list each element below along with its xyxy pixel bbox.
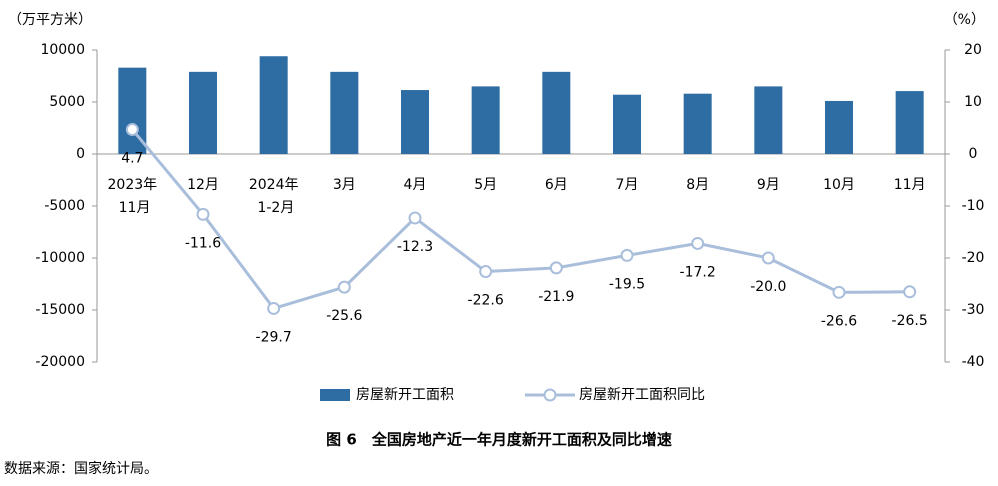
bar: [542, 71, 571, 154]
legend-swatch: [320, 389, 350, 401]
y2-tick-label: -40: [962, 354, 985, 370]
marker: [479, 265, 493, 279]
bar: [189, 71, 217, 154]
x-tick-label: 2024年 1-2月: [249, 177, 299, 216]
bar: [259, 56, 288, 154]
y2-tick-label: 20: [964, 42, 982, 58]
data-label: -26.6: [821, 313, 857, 329]
data-label: -12.3: [397, 239, 433, 255]
x-tick-label: 9月: [757, 177, 780, 193]
legend-label: 房屋新开工面积同比: [579, 387, 705, 403]
x-tick-label: 7月: [616, 177, 639, 193]
marker: [903, 285, 917, 299]
x-tick-label: 8月: [686, 177, 709, 193]
y-tick-label: -20000: [35, 354, 85, 370]
chart-title: 图 6 全国房地产近一年月度新开工面积及同比增速: [326, 431, 672, 449]
marker: [408, 211, 422, 225]
y-tick-label: 0: [76, 146, 85, 162]
bar: [401, 90, 429, 154]
data-label: -25.6: [326, 308, 362, 324]
y-tick-label: -15000: [35, 302, 85, 318]
marker: [620, 248, 634, 262]
bar: [683, 93, 712, 154]
data-label: 4.7: [121, 151, 143, 167]
y2-tick-label: 0: [969, 146, 978, 162]
x-tick-label: 6月: [545, 177, 568, 193]
marker: [196, 207, 210, 221]
y-tick-label: -10000: [35, 250, 85, 266]
y2-axis-label: （%）: [944, 12, 985, 28]
y2-tick-label: -30: [962, 302, 985, 318]
data-label: -22.6: [468, 293, 504, 309]
bar: [330, 71, 359, 154]
x-tick-label: 3月: [333, 177, 356, 193]
y-tick-label: 10000: [40, 42, 85, 58]
data-label: -29.7: [256, 329, 292, 345]
data-label: -17.2: [680, 264, 716, 280]
data-label: -11.6: [185, 235, 221, 251]
y-tick-label: -5000: [44, 198, 85, 214]
bar: [471, 86, 500, 154]
bar: [825, 100, 853, 154]
marker: [337, 280, 351, 294]
legend-swatch: [543, 388, 557, 402]
data-label: -20.0: [750, 279, 786, 295]
marker: [125, 123, 139, 137]
source-note: 数据来源：国家统计局。: [4, 460, 158, 477]
x-tick-label: 5月: [474, 177, 497, 193]
marker: [691, 236, 705, 250]
y2-tick-label: -10: [962, 198, 985, 214]
legend-label: 房屋新开工面积: [356, 387, 454, 403]
y2-tick-label: 10: [964, 94, 982, 110]
data-label: -21.9: [538, 289, 574, 305]
x-tick-label: 2023年 11月: [108, 177, 158, 216]
data-label: -26.5: [892, 313, 928, 329]
bar: [754, 86, 783, 154]
marker: [267, 301, 281, 315]
x-tick-label: 10月: [823, 177, 855, 193]
x-tick-label: 4月: [404, 177, 427, 193]
y-tick-label: 5000: [49, 94, 85, 110]
x-tick-label: 11月: [894, 177, 926, 193]
bar: [895, 91, 924, 154]
marker: [832, 285, 846, 299]
data-label: -19.5: [609, 276, 645, 292]
bar: [613, 94, 641, 154]
y2-tick-label: -20: [962, 250, 985, 266]
marker: [549, 261, 563, 275]
marker: [761, 251, 775, 265]
line: [131, 128, 910, 311]
y-axis-label: （万平方米）: [8, 12, 92, 28]
x-tick-label: 12月: [187, 177, 219, 193]
